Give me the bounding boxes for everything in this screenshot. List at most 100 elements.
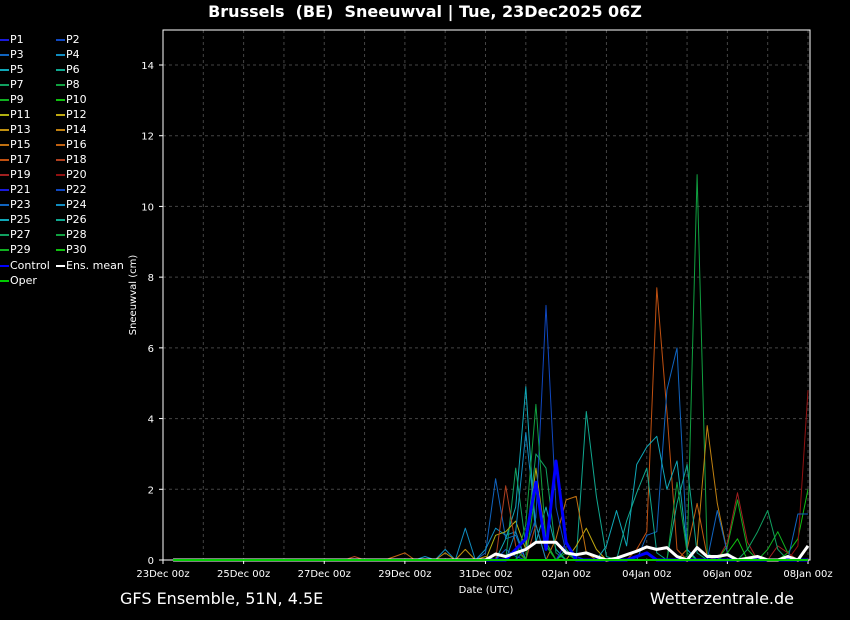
legend-swatch <box>56 54 65 56</box>
x-tick-label: 27Dec 00z <box>298 569 351 580</box>
legend-label: P9 <box>10 93 24 106</box>
legend-swatch <box>0 144 9 146</box>
legend-label: P22 <box>66 183 87 196</box>
legend-swatch <box>0 114 9 116</box>
legend-swatch <box>0 54 9 56</box>
y-tick-label: 0 <box>148 556 154 567</box>
legend-item-p12: P12 <box>56 107 87 122</box>
x-tick-label: 29Dec 00z <box>378 569 431 580</box>
legend-label: Control <box>10 259 50 272</box>
legend-item-p7: P7 <box>0 77 24 92</box>
x-tick-label: 06Jan 00z <box>703 569 752 580</box>
series-p8 <box>173 174 808 561</box>
legend-item-p24: P24 <box>56 197 87 212</box>
legend-swatch <box>0 204 9 206</box>
legend-label: P14 <box>66 123 87 136</box>
legend-label: P16 <box>66 138 87 151</box>
legend-item-p21: P21 <box>0 182 31 197</box>
x-tick-label: 31Dec 00z <box>459 569 512 580</box>
legend-label: P20 <box>66 168 87 181</box>
series-p15 <box>173 495 808 561</box>
legend-swatch <box>56 265 65 267</box>
series-p23 <box>173 347 808 561</box>
x-tick-label: 08Jan 00z <box>783 569 832 580</box>
legend-label: P15 <box>10 138 31 151</box>
legend-label: P17 <box>10 153 31 166</box>
chart-title: Brussels (BE) Sneeuwval | Tue, 23Dec2025… <box>208 2 642 21</box>
series-ens-mean <box>173 540 810 562</box>
series-p22 <box>173 304 808 561</box>
legend-label: P6 <box>66 63 80 76</box>
legend-item-oper: Oper <box>0 273 37 288</box>
legend-item-p8: P8 <box>56 77 80 92</box>
legend-item-p16: P16 <box>56 137 87 152</box>
legend-item-p6: P6 <box>56 62 80 77</box>
legend-label: P23 <box>10 198 31 211</box>
series-p10 <box>173 489 809 561</box>
legend-swatch <box>0 99 9 101</box>
y-tick-label: 4 <box>148 415 154 426</box>
model-info: GFS Ensemble, 51N, 4.5E <box>120 589 324 608</box>
legend-label: P8 <box>66 78 80 91</box>
legend-item-p5: P5 <box>0 62 24 77</box>
legend-item-p15: P15 <box>0 137 31 152</box>
legend-swatch <box>56 174 65 176</box>
legend-label: P10 <box>66 93 87 106</box>
legend-label: P28 <box>66 228 87 241</box>
y-tick-label: 8 <box>148 273 154 284</box>
legend-swatch <box>0 174 9 176</box>
axes: 0 2 4 6 8 10 12 14 23Dec 00z 25Dec 00z 27Dec 00z 29… <box>136 29 833 580</box>
legend-item-p29: P29 <box>0 242 31 257</box>
legend-swatch <box>56 84 65 86</box>
source-credit: Wetterzentrale.de <box>649 589 794 608</box>
legend-swatch <box>56 69 65 71</box>
legend-label: P13 <box>10 123 31 136</box>
legend-swatch <box>0 189 9 191</box>
legend-item-p30: P30 <box>56 242 87 257</box>
legend-label: P12 <box>66 108 87 121</box>
legend-item-p18: P18 <box>56 152 87 167</box>
legend-swatch <box>56 234 65 236</box>
legend-swatch <box>56 129 65 131</box>
x-axis-label: Date (UTC) <box>459 585 514 596</box>
legend-item-p25: P25 <box>0 212 31 227</box>
legend-swatch <box>0 249 9 251</box>
legend-label: P5 <box>10 63 24 76</box>
legend-swatch <box>0 129 9 131</box>
legend-item-p10: P10 <box>56 92 87 107</box>
legend-item-p26: P26 <box>56 212 87 227</box>
legend-item-p22: P22 <box>56 182 87 197</box>
legend-label: P11 <box>10 108 31 121</box>
x-tick-label: 23Dec 00z <box>136 569 189 580</box>
series-p24 <box>173 432 808 561</box>
legend-item-p19: P19 <box>0 167 31 182</box>
legend-label: P27 <box>10 228 31 241</box>
legend-swatch <box>56 39 65 41</box>
legend-swatch <box>56 249 65 251</box>
plot-frame <box>162 29 811 561</box>
legend-label: P25 <box>10 213 31 226</box>
legend-label: Oper <box>10 274 37 287</box>
series-p28 <box>173 403 808 561</box>
legend-item-p14: P14 <box>56 122 87 137</box>
y-tick-label: 14 <box>141 61 154 72</box>
series-control <box>173 459 808 562</box>
legend-label: P24 <box>66 198 87 211</box>
legend-swatch <box>0 265 9 267</box>
y-tick-label: 12 <box>141 132 154 143</box>
legend-item-p2: P2 <box>56 32 80 47</box>
legend-item-p1: P1 <box>0 32 24 47</box>
y-axis-label: Sneeuwval (cm) <box>128 255 139 336</box>
grid <box>163 30 810 560</box>
legend-item-p9: P9 <box>0 92 24 107</box>
legend-label: P2 <box>66 33 80 46</box>
legend-label: Ens. mean <box>66 259 124 272</box>
legend-item-p23: P23 <box>0 197 31 212</box>
legend-label: P30 <box>66 243 87 256</box>
series-lines <box>173 174 810 562</box>
legend-swatch <box>0 219 9 221</box>
legend-swatch <box>56 219 65 221</box>
legend-swatch <box>0 69 9 71</box>
legend-swatch <box>0 234 9 236</box>
legend-item-p3: P3 <box>0 47 24 62</box>
